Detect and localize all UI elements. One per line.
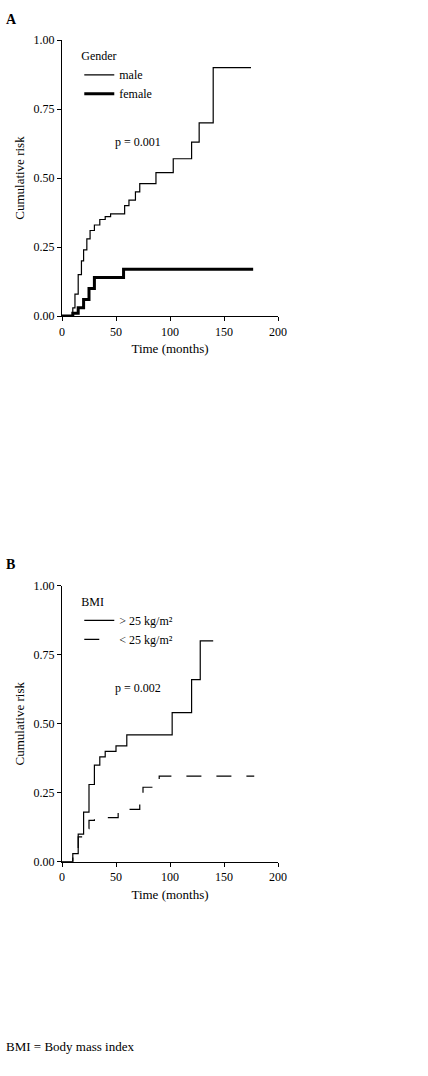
svg-text:0: 0 bbox=[59, 870, 65, 884]
svg-text:200: 200 bbox=[269, 870, 287, 884]
svg-text:male: male bbox=[119, 68, 142, 82]
svg-text:BMI = Body mass index: BMI = Body mass index bbox=[6, 1039, 134, 1054]
svg-text:0.50: 0.50 bbox=[34, 717, 55, 731]
svg-text:BMI: BMI bbox=[81, 595, 104, 609]
svg-text:p = 0.001: p = 0.001 bbox=[115, 135, 161, 149]
svg-text:B: B bbox=[6, 557, 15, 572]
svg-text:150: 150 bbox=[215, 325, 233, 339]
svg-text:0: 0 bbox=[59, 325, 65, 339]
svg-text:0.00: 0.00 bbox=[34, 855, 55, 869]
svg-text:0.25: 0.25 bbox=[34, 786, 55, 800]
svg-text:1.00: 1.00 bbox=[34, 33, 55, 47]
svg-text:Cumulative risk: Cumulative risk bbox=[12, 682, 27, 766]
svg-text:Time (months): Time (months) bbox=[131, 341, 208, 356]
svg-text:0.25: 0.25 bbox=[34, 240, 55, 254]
svg-text:Cumulative risk: Cumulative risk bbox=[12, 136, 27, 220]
svg-text:0.75: 0.75 bbox=[34, 102, 55, 116]
svg-text:100: 100 bbox=[161, 325, 179, 339]
svg-text:female: female bbox=[119, 87, 152, 101]
svg-text:150: 150 bbox=[215, 870, 233, 884]
svg-text:0.50: 0.50 bbox=[34, 171, 55, 185]
svg-text:A: A bbox=[6, 12, 17, 27]
svg-text:0.75: 0.75 bbox=[34, 648, 55, 662]
svg-text:100: 100 bbox=[161, 870, 179, 884]
svg-text:200: 200 bbox=[269, 325, 287, 339]
svg-text:< 25 kg/m²: < 25 kg/m² bbox=[119, 633, 172, 647]
svg-text:1.00: 1.00 bbox=[34, 579, 55, 593]
svg-text:p = 0.002: p = 0.002 bbox=[115, 681, 161, 695]
svg-text:50: 50 bbox=[110, 325, 122, 339]
svg-text:Time (months): Time (months) bbox=[131, 887, 208, 902]
svg-text:50: 50 bbox=[110, 870, 122, 884]
svg-text:0.00: 0.00 bbox=[34, 309, 55, 323]
svg-text:Gender: Gender bbox=[81, 49, 116, 63]
svg-text:> 25 kg/m²: > 25 kg/m² bbox=[119, 614, 172, 628]
